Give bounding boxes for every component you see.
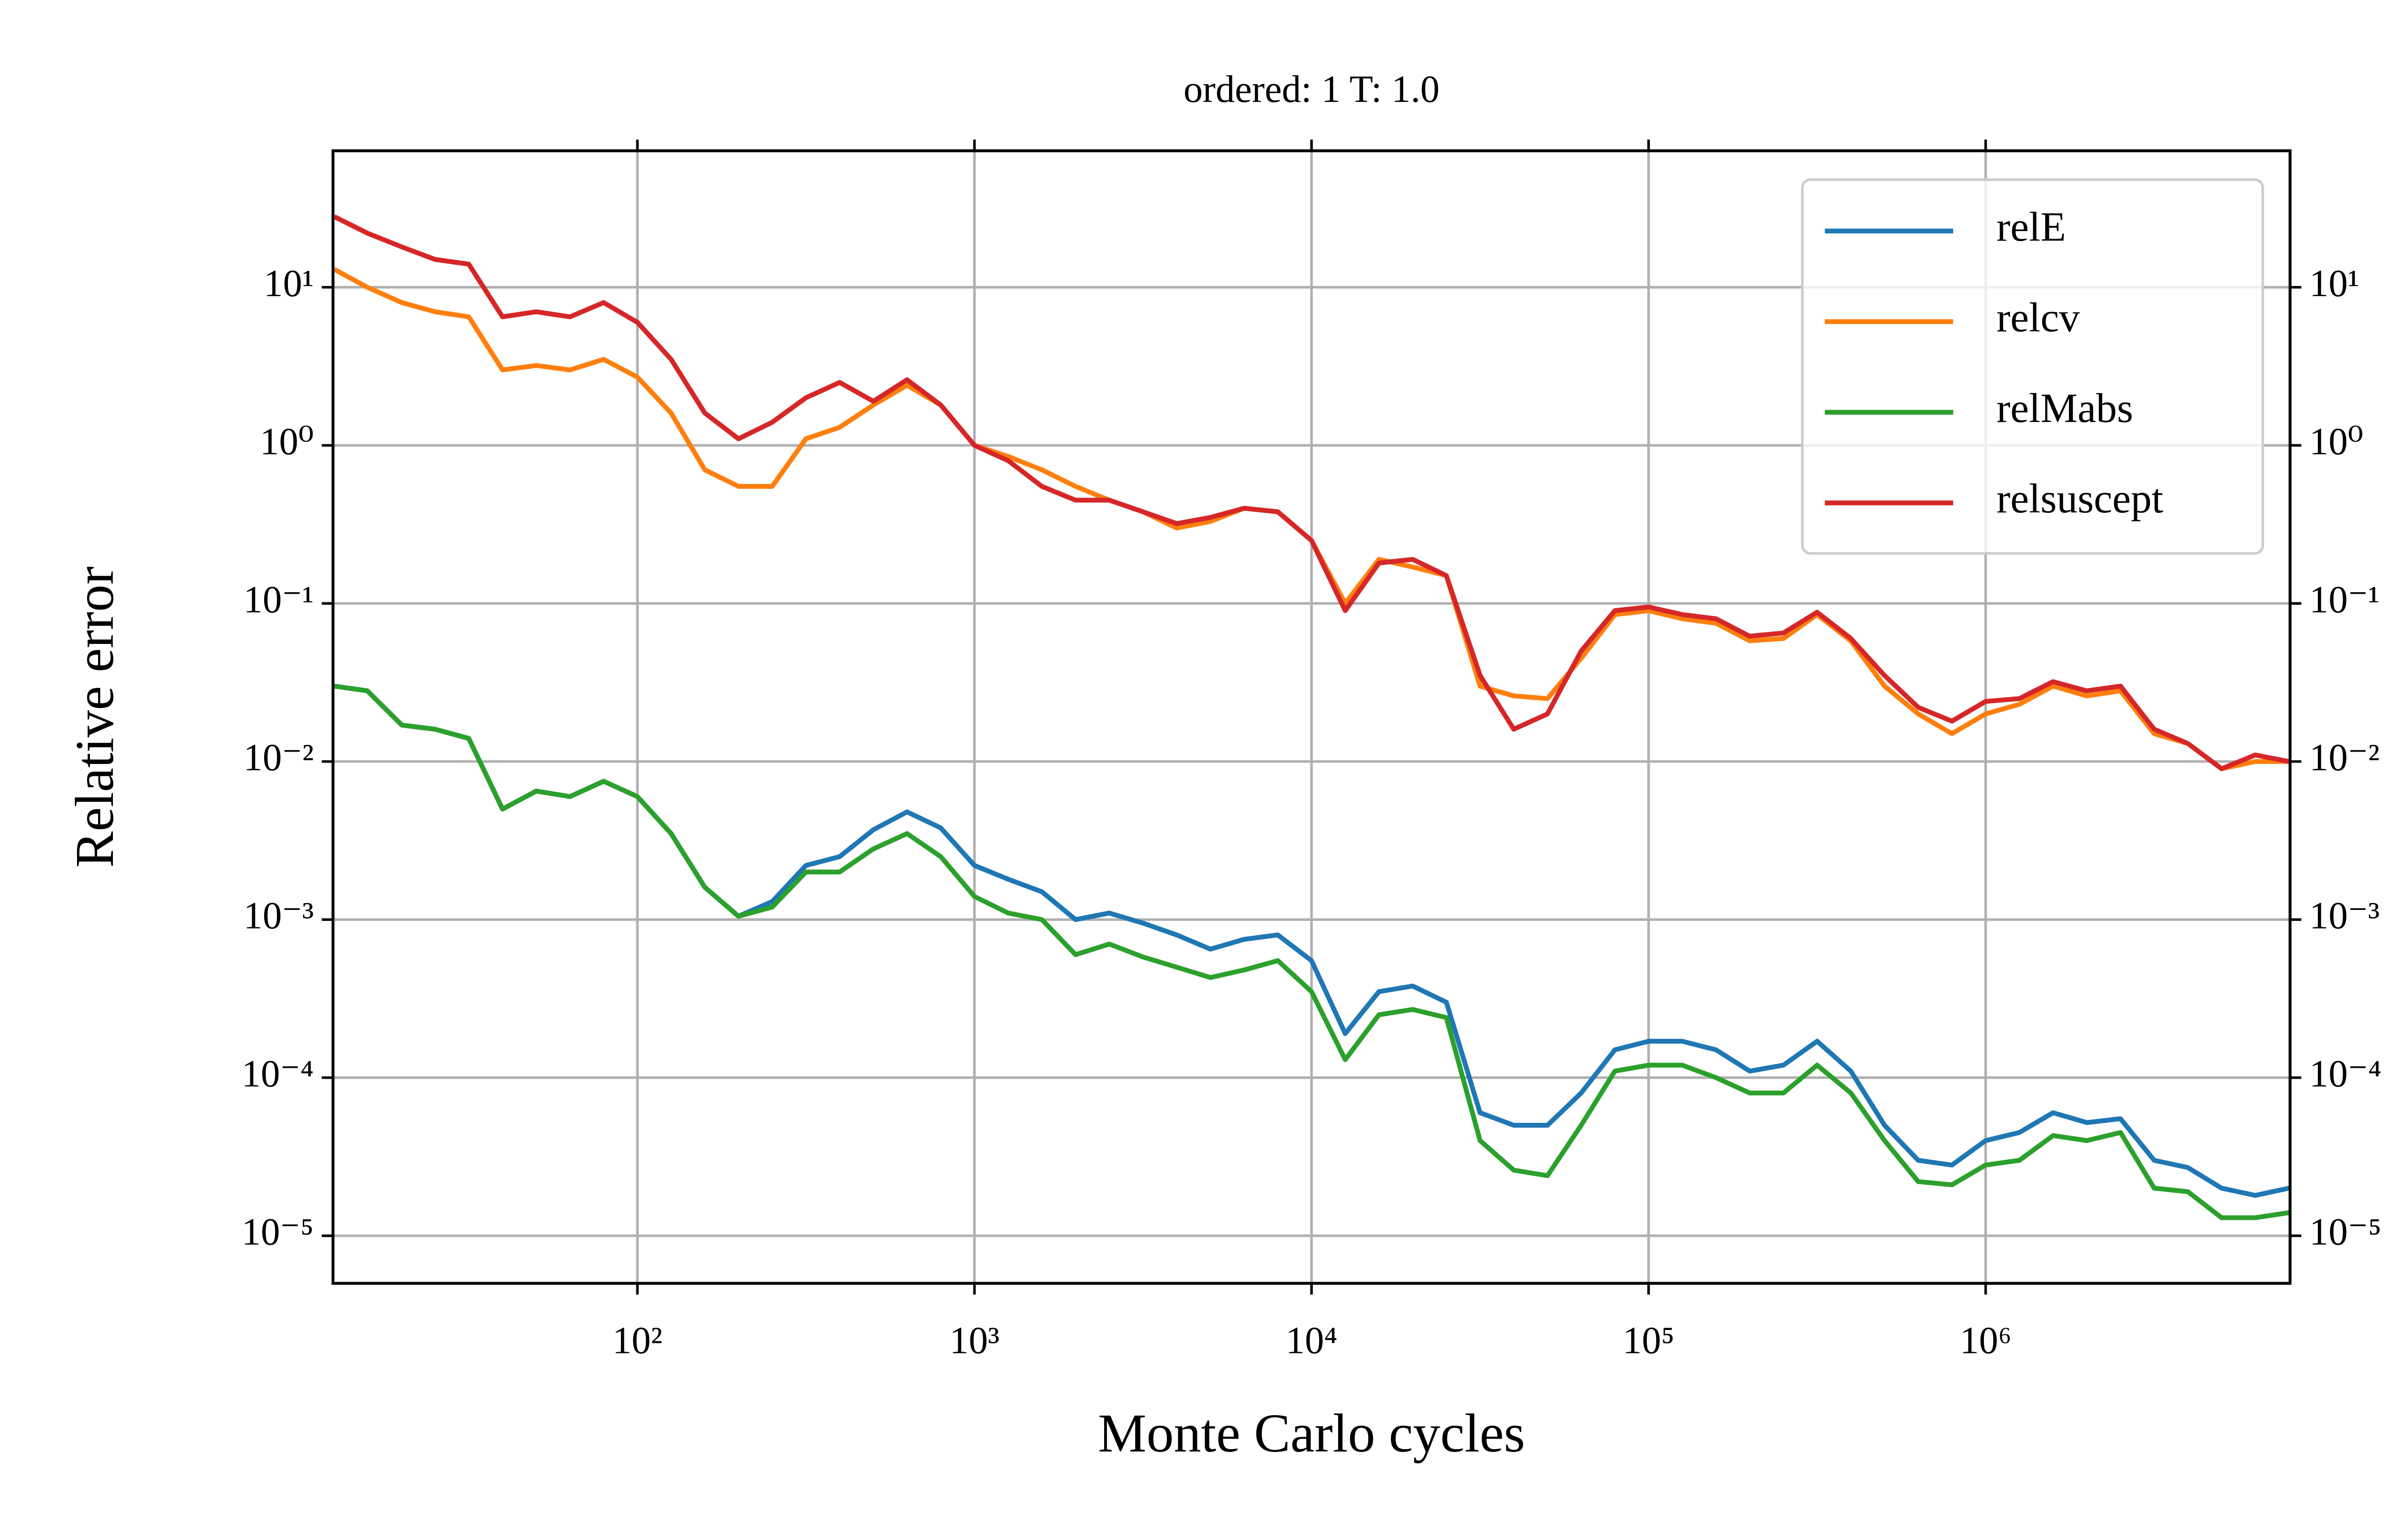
chart-title: ordered: 1 T: 1.0 xyxy=(1184,68,1440,111)
x-axis-label: Monte Carlo cycles xyxy=(1098,1403,1525,1463)
x-tick-label: 10⁵ xyxy=(1623,1319,1675,1362)
y-tick-label: 10¹ xyxy=(264,262,314,305)
y-tick-label: 10⁻² xyxy=(2309,736,2380,779)
y-tick-label: 10⁻¹ xyxy=(2309,578,2380,621)
x-tick-label: 10⁴ xyxy=(1285,1319,1338,1362)
plot-frame xyxy=(332,149,2292,1285)
y-tick-label: 10⁻⁵ xyxy=(2309,1210,2381,1253)
x-tick-label: 10³ xyxy=(950,1319,1000,1362)
x-tick-label: 10² xyxy=(612,1319,663,1362)
y-tick-label: 10⁰ xyxy=(260,420,314,463)
y-tick-label: 10¹ xyxy=(2309,262,2359,305)
y-tick-label: 10⁻⁴ xyxy=(242,1053,314,1095)
y-tick-label: 10⁻⁵ xyxy=(242,1210,314,1253)
legend-label: relsuscept xyxy=(1996,475,2163,521)
x-tick-label: 10⁶ xyxy=(1960,1319,2012,1362)
y-tick-label: 10⁻² xyxy=(244,736,314,779)
y-tick-label: 10⁻³ xyxy=(2309,895,2380,937)
y-axis-label: Relative error xyxy=(64,566,125,868)
legend-box xyxy=(1801,178,2264,555)
series-line xyxy=(333,684,2290,1220)
y-tick-label: 10⁻¹ xyxy=(244,578,314,621)
y-tick-label: 10⁻³ xyxy=(244,895,314,937)
legend-label: relMabs xyxy=(1996,385,2133,431)
legend-label: relcv xyxy=(1996,294,2080,340)
series-line xyxy=(333,214,2290,771)
y-tick-label: 10⁻⁴ xyxy=(2309,1053,2381,1095)
legend-label: relE xyxy=(1996,203,2066,250)
y-tick-label: 10⁰ xyxy=(2309,420,2363,463)
